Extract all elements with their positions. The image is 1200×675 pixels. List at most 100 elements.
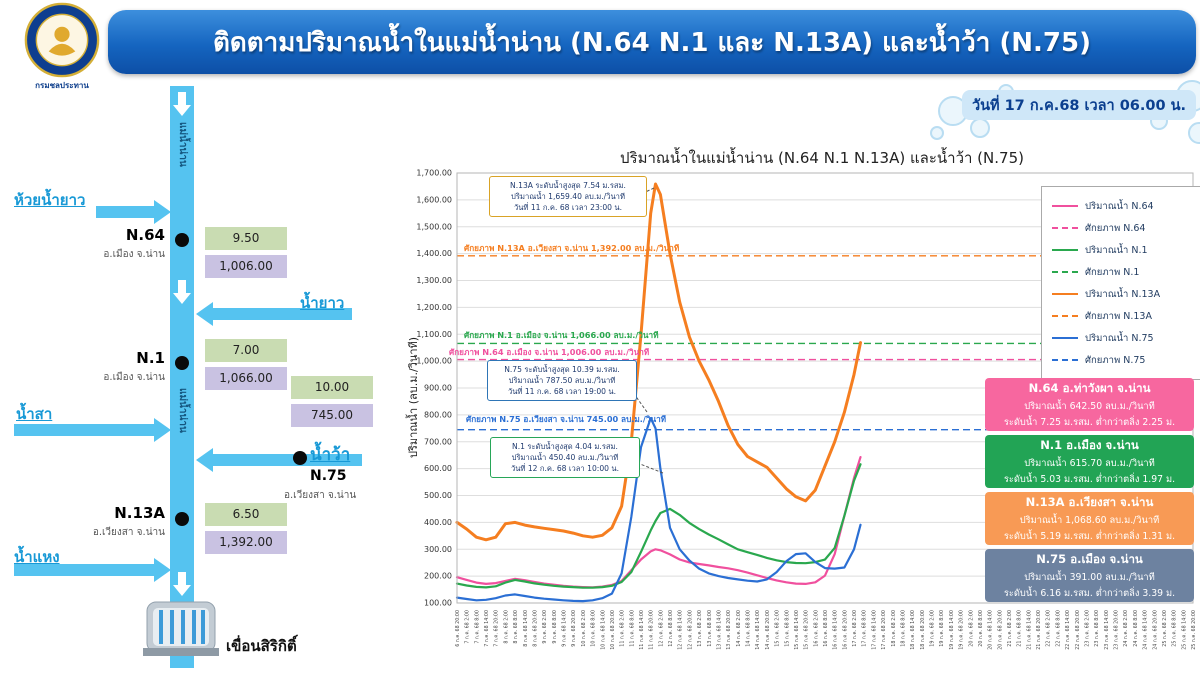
station-summary-level: ระดับน้ำ 5.03 ม.รสม. ต่ำกว่าตลิ่ง 1.97 ม… [1003,473,1176,485]
tributary-arrowhead [154,558,171,582]
svg-text:11 ก.ค. 68 14:00: 11 ก.ค. 68 14:00 [639,610,645,650]
svg-text:16 ก.ค. 68 2:00: 16 ก.ค. 68 2:00 [813,610,819,647]
legend-item: ศักยภาพ N.1 [1052,261,1200,283]
svg-text:13 ก.ค. 68 8:00: 13 ก.ค. 68 8:00 [707,610,713,647]
svg-text:11 ก.ค. 68 20:00: 11 ก.ค. 68 20:00 [649,610,655,650]
svg-text:23 ก.ค. 68 2:00: 23 ก.ค. 68 2:00 [1084,610,1090,647]
svg-text:22 ก.ค. 68 14:00: 22 ก.ค. 68 14:00 [1065,610,1071,650]
station-id-n75: N.75 [310,468,347,484]
svg-text:16 ก.ค. 68 14:00: 16 ก.ค. 68 14:00 [833,610,839,650]
legend-label: ปริมาณน้ำ N.13A [1085,288,1161,300]
legend-line-sample [1052,227,1078,229]
legend-label: ศักยภาพ N.75 [1085,354,1146,366]
svg-text:8 ก.ค. 68 8:00: 8 ก.ค. 68 8:00 [513,610,519,644]
bubble-decoration [970,118,990,138]
svg-text:1,700.00: 1,700.00 [416,169,452,178]
chart-legend: ปริมาณน้ำ N.64 ศักยภาพ N.64 ปริมาณน้ำ N.… [1041,186,1200,380]
svg-text:18 ก.ค. 68 2:00: 18 ก.ค. 68 2:00 [891,610,897,647]
svg-text:17 ก.ค. 68 14:00: 17 ก.ค. 68 14:00 [871,610,877,650]
svg-text:13 ก.ค. 68 20:00: 13 ก.ค. 68 20:00 [726,610,732,650]
svg-text:20 ก.ค. 68 20:00: 20 ก.ค. 68 20:00 [997,610,1003,650]
logo-caption: กรมชลประทาน [35,81,89,90]
svg-text:1,100.00: 1,100.00 [416,330,452,339]
svg-text:9 ก.ค. 68 2:00: 9 ก.ค. 68 2:00 [542,610,548,644]
department-logo: กรมชลประทาน [16,2,108,94]
annotation-line: วันที่ 12 ก.ค. 68 เวลา 10:00 น. [510,464,620,473]
svg-text:13 ก.ค. 68 2:00: 13 ก.ค. 68 2:00 [697,610,703,647]
legend-line-sample [1052,315,1078,317]
legend-label: ปริมาณน้ำ N.64 [1085,200,1154,212]
annotation-line: N.75 ระดับน้ำสูงสุด 10.39 ม.รสม. [504,365,620,374]
legend-label: ศักยภาพ N.1 [1085,266,1140,278]
station-capacity-n75: 745.00 [291,404,373,427]
svg-text:1,200.00: 1,200.00 [416,303,452,312]
svg-text:20 ก.ค. 68 14:00: 20 ก.ค. 68 14:00 [988,610,994,650]
svg-text:18 ก.ค. 68 8:00: 18 ก.ค. 68 8:00 [900,610,906,647]
svg-text:9 ก.ค. 68 8:00: 9 ก.ค. 68 8:00 [552,610,558,644]
station-level-n1: 7.00 [205,339,287,362]
svg-text:12 ก.ค. 68 14:00: 12 ก.ค. 68 14:00 [678,610,684,650]
station-location-n1: อ.เมือง จ.น่าน [103,372,165,383]
svg-text:14 ก.ค. 68 2:00: 14 ก.ค. 68 2:00 [736,610,742,647]
tributary-arrow-nam-sa [14,424,154,436]
svg-text:8 ก.ค. 68 14:00: 8 ก.ค. 68 14:00 [523,610,529,647]
svg-text:25 ก.ค. 68 14:00: 25 ก.ค. 68 14:00 [1181,610,1187,650]
svg-text:12 ก.ค. 68 2:00: 12 ก.ค. 68 2:00 [658,610,664,647]
tributary-arrowhead [196,302,213,326]
station-id-n64: N.64 [125,226,165,244]
station-level-n75: 10.00 [291,376,373,399]
station-summary-flow: ปริมาณน้ำ 1,068.60 ลบ.ม./วินาที [1019,514,1160,526]
annotation-connector-n75 [626,382,648,413]
page-title: ติดตามปริมาณน้ำในแม่น้ำน่าน (N.64 N.1 แล… [212,27,1091,58]
svg-text:25 ก.ค. 68 8:00: 25 ก.ค. 68 8:00 [1172,610,1178,647]
svg-text:24 ก.ค. 68 20:00: 24 ก.ค. 68 20:00 [1152,610,1158,650]
capacity-line-label-n75: ศักยภาพ N.75 อ.เวียงสา จ.น่าน 745.00 ลบ.… [466,414,667,424]
svg-text:10 ก.ค. 68 14:00: 10 ก.ค. 68 14:00 [600,610,606,650]
legend-item: ศักยภาพ N.75 [1052,349,1200,371]
svg-text:7 ก.ค. 68 20:00: 7 ก.ค. 68 20:00 [494,610,500,647]
annotation-line: ปริมาณน้ำ 1,659.40 ลบ.ม./วินาที [511,192,625,201]
annotation-n75-peak: N.75 ระดับน้ำสูงสุด 10.39 ม.รสม. ปริมาณน… [487,360,637,401]
station-dot-n1 [175,356,189,370]
tributary-label-nam-yao: น้ำยาว [300,294,345,312]
svg-text:7 ก.ค. 68 2:00: 7 ก.ค. 68 2:00 [465,610,471,644]
annotation-connector-n13a [637,187,655,196]
header-banner: ติดตามปริมาณน้ำในแม่น้ำน่าน (N.64 N.1 แล… [108,10,1196,74]
svg-text:25 ก.ค. 68 20:00: 25 ก.ค. 68 20:00 [1191,610,1197,650]
chart-title: ปริมาณน้ำในแม่น้ำน่าน (N.64 N.1 N.13A) แ… [620,149,1024,167]
svg-text:14 ก.ค. 68 8:00: 14 ก.ค. 68 8:00 [746,610,752,647]
station-level-n64: 9.50 [205,227,287,250]
svg-text:1,000.00: 1,000.00 [416,357,452,366]
svg-text:23 ก.ค. 68 14:00: 23 ก.ค. 68 14:00 [1104,610,1110,650]
svg-text:19 ก.ค. 68 20:00: 19 ก.ค. 68 20:00 [959,610,965,650]
station-summary-n64: N.64 อ.ท่าวังผา จ.น่าน ปริมาณน้ำ 642.50 … [985,378,1194,431]
svg-text:9 ก.ค. 68 14:00: 9 ก.ค. 68 14:00 [562,610,568,647]
svg-text:900.00: 900.00 [424,384,452,393]
legend-line-sample [1052,249,1078,251]
station-summary-title: N.1 อ.เมือง จ.น่าน [1040,437,1139,452]
bubble-decoration [930,126,944,140]
svg-text:21 ก.ค. 68 2:00: 21 ก.ค. 68 2:00 [1007,610,1013,647]
annotation-line: N.1 ระดับน้ำสูงสุด 4.04 ม.รสม. [512,442,618,451]
station-summary-title: N.13A อ.เวียงสา จ.น่าน [1025,494,1154,509]
station-dot-n64 [175,233,189,247]
legend-label: ปริมาณน้ำ N.75 [1085,332,1154,344]
annotation-line: ปริมาณน้ำ 787.50 ลบ.ม./วินาที [508,376,616,385]
legend-line-sample [1052,205,1078,207]
svg-text:18 ก.ค. 68 14:00: 18 ก.ค. 68 14:00 [910,610,916,650]
svg-text:600.00: 600.00 [424,464,452,473]
station-summary-title: N.75 อ.เมือง จ.น่าน [1036,551,1143,566]
legend-label: ปริมาณน้ำ N.1 [1085,244,1148,256]
legend-item: ปริมาณน้ำ N.64 [1052,195,1200,217]
svg-text:19 ก.ค. 68 14:00: 19 ก.ค. 68 14:00 [949,610,955,650]
station-id-n1: N.1 [136,349,165,367]
svg-text:10 ก.ค. 68 8:00: 10 ก.ค. 68 8:00 [591,610,597,647]
svg-text:12 ก.ค. 68 20:00: 12 ก.ค. 68 20:00 [687,610,693,650]
svg-text:1,500.00: 1,500.00 [416,222,452,231]
svg-text:100.00: 100.00 [424,599,452,608]
svg-text:22 ก.ค. 68 8:00: 22 ก.ค. 68 8:00 [1055,610,1061,647]
legend-line-sample [1052,293,1078,295]
svg-text:15 ก.ค. 68 20:00: 15 ก.ค. 68 20:00 [804,610,810,650]
annotation-line: วันที่ 11 ก.ค. 68 เวลา 23:00 น. [513,203,623,212]
